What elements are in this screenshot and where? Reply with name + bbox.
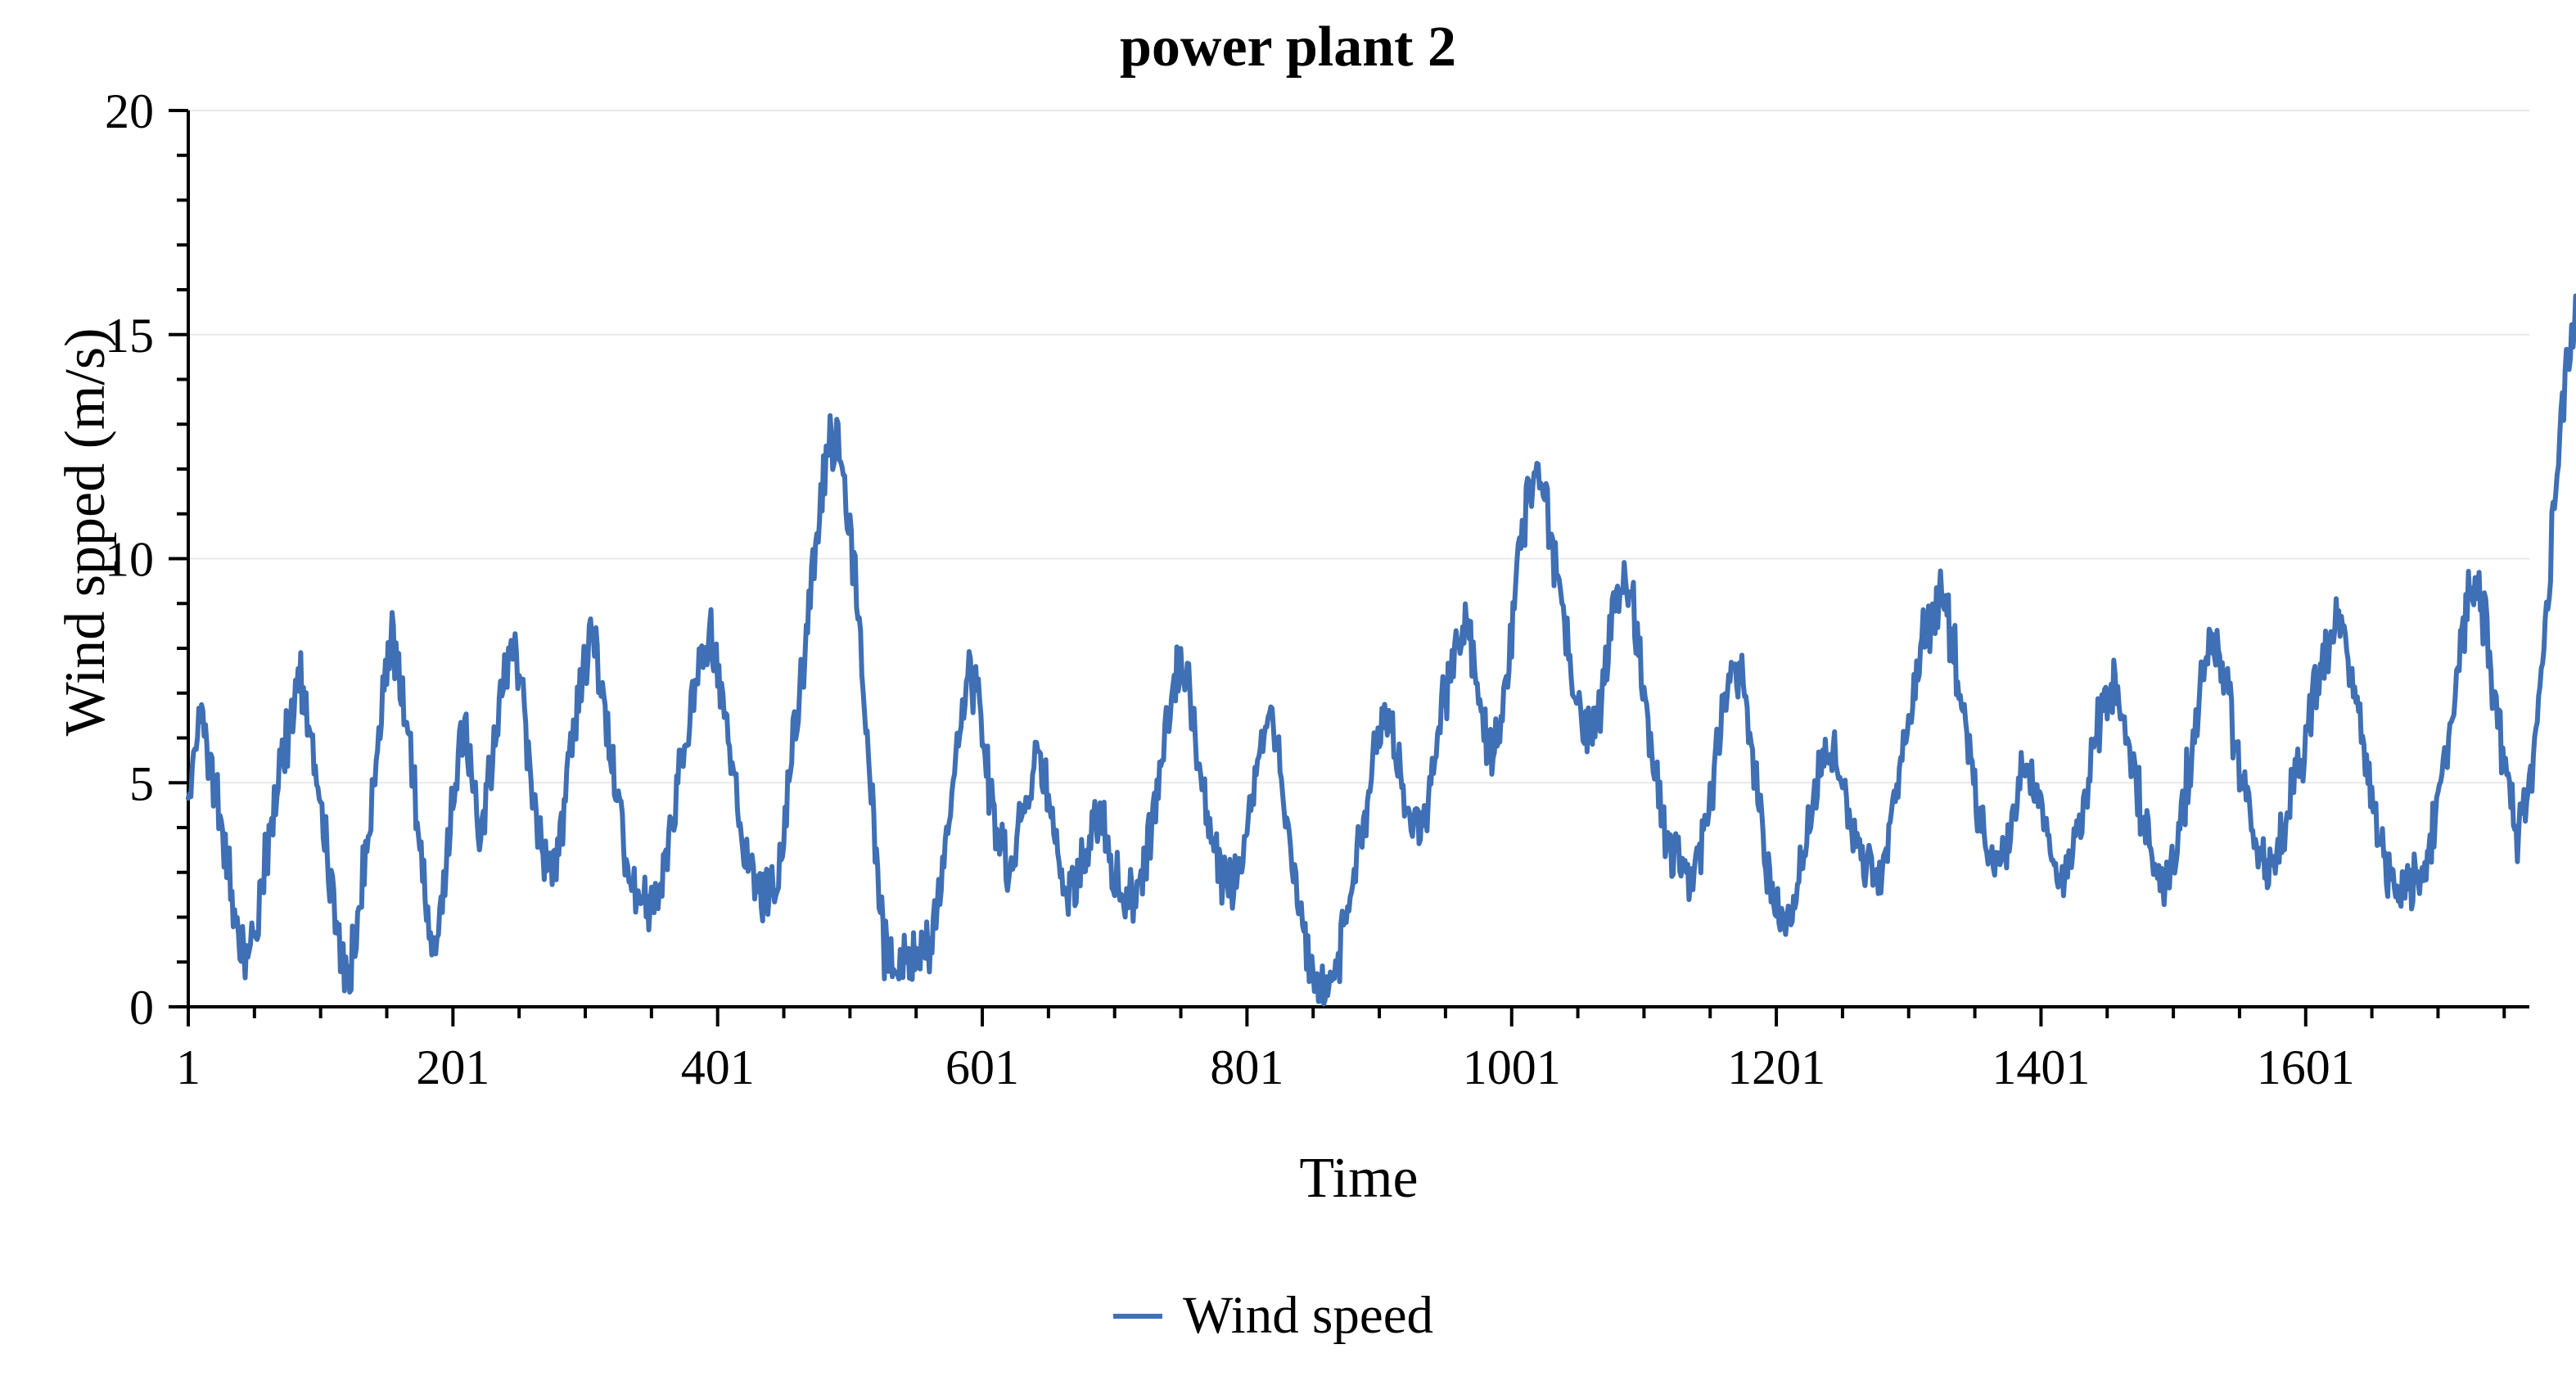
- svg-text:1: 1: [176, 1040, 201, 1094]
- x-axis-label: Time: [188, 1146, 2529, 1211]
- svg-text:5: 5: [129, 756, 154, 810]
- svg-text:0: 0: [129, 981, 154, 1035]
- svg-text:1401: 1401: [1992, 1040, 2090, 1094]
- svg-text:401: 401: [681, 1040, 755, 1094]
- svg-text:801: 801: [1210, 1040, 1283, 1094]
- svg-text:201: 201: [416, 1040, 489, 1094]
- legend-line: [1113, 1314, 1162, 1319]
- svg-text:20: 20: [105, 84, 154, 138]
- legend-label: Wind speed: [1183, 1285, 1433, 1347]
- wind-speed-chart: power plant 2 Wind spped (m/s) Time Wind…: [0, 0, 2576, 1394]
- legend: Wind speed: [1113, 1285, 1433, 1347]
- svg-text:1001: 1001: [1463, 1040, 1561, 1094]
- y-axis-label: Wind spped (m/s): [53, 205, 119, 859]
- chart-title: power plant 2: [0, 15, 2576, 80]
- svg-text:1201: 1201: [1727, 1040, 1825, 1094]
- svg-text:1601: 1601: [2257, 1040, 2355, 1094]
- svg-text:601: 601: [945, 1040, 1019, 1094]
